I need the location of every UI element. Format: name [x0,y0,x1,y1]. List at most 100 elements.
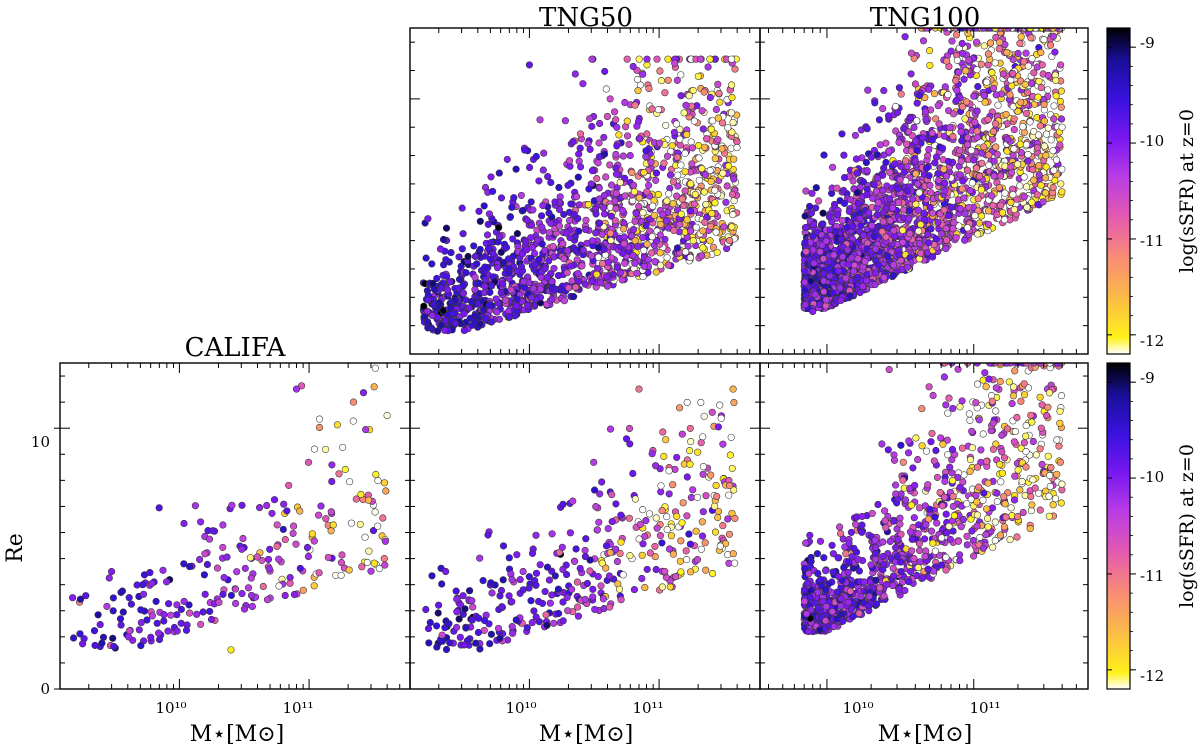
data-point [697,398,705,407]
data-point [698,165,706,173]
data-point [925,239,933,247]
data-point [474,628,482,637]
data-point [840,186,848,195]
data-point [615,131,623,139]
data-point [452,587,460,595]
data-point [728,128,736,136]
data-point [99,633,108,641]
points-tng100-top [800,28,1066,316]
data-point [632,209,640,217]
data-point [296,564,304,572]
data-point [76,595,85,603]
data-point [956,205,964,213]
data-point [674,182,682,190]
data-point [731,514,739,522]
data-point [339,443,347,451]
data-point [593,175,601,183]
data-point [532,152,540,161]
data-point [466,587,474,595]
data-point [604,525,612,533]
data-point [680,109,688,117]
data-point [546,599,554,607]
data-point [315,511,323,519]
data-point [485,301,493,309]
data-point [1019,123,1027,131]
data-point [186,609,194,617]
data-point [576,144,584,152]
data-point [659,428,667,436]
data-point [133,581,141,589]
data-point [367,567,375,575]
data-point [581,553,589,561]
data-point [567,262,575,270]
data-point [834,210,842,219]
data-point [848,222,857,230]
data-point [812,184,820,192]
data-point [873,211,881,219]
data-point [541,246,549,255]
data-point [109,607,117,615]
data-point [903,140,911,148]
data-point [1014,160,1022,168]
data-point [564,181,572,189]
data-point [541,265,549,273]
data-point [852,155,860,163]
data-point [912,137,920,145]
data-point [886,217,894,225]
data-point [962,98,971,106]
data-point [69,594,77,602]
data-point [897,90,905,98]
data-point [499,280,507,288]
data-point [1024,157,1032,165]
data-point [955,68,963,76]
data-point [338,551,346,559]
data-point [894,185,902,193]
data-point [527,294,535,302]
data-point [426,619,434,627]
data-point [652,268,660,276]
data-point [683,556,691,564]
data-point [999,70,1007,78]
data-point [565,284,573,292]
data-point [638,551,646,559]
data-point [485,244,493,252]
data-point [807,209,816,217]
data-point [524,302,532,310]
data-point [481,282,489,290]
data-point [519,567,527,576]
data-point [630,181,638,189]
data-point [555,206,564,214]
data-point [1003,48,1011,57]
data-point [884,252,892,260]
data-point [707,125,715,133]
data-point [652,514,660,522]
data-point [507,286,515,294]
data-point [928,136,936,144]
data-point [545,229,553,237]
data-point [569,497,577,505]
data-point [626,440,634,448]
data-point [381,537,389,545]
data-point [635,194,643,202]
data-point [819,209,827,217]
data-point [1006,91,1014,99]
data-point [731,559,739,567]
data-point [520,278,528,286]
data-point [722,198,730,206]
data-point [1033,144,1041,152]
data-point [191,502,199,510]
data-point [532,581,540,589]
data-point [1028,55,1036,63]
data-point [683,216,691,224]
data-point [528,221,536,229]
data-point [859,282,867,290]
data-point [1001,189,1009,197]
data-point [729,550,737,558]
data-point [986,39,995,47]
data-point [495,169,503,177]
data-point [820,288,828,296]
data-point [851,131,859,139]
data-point [428,260,436,268]
data-point [832,227,840,235]
data-point [801,239,809,247]
